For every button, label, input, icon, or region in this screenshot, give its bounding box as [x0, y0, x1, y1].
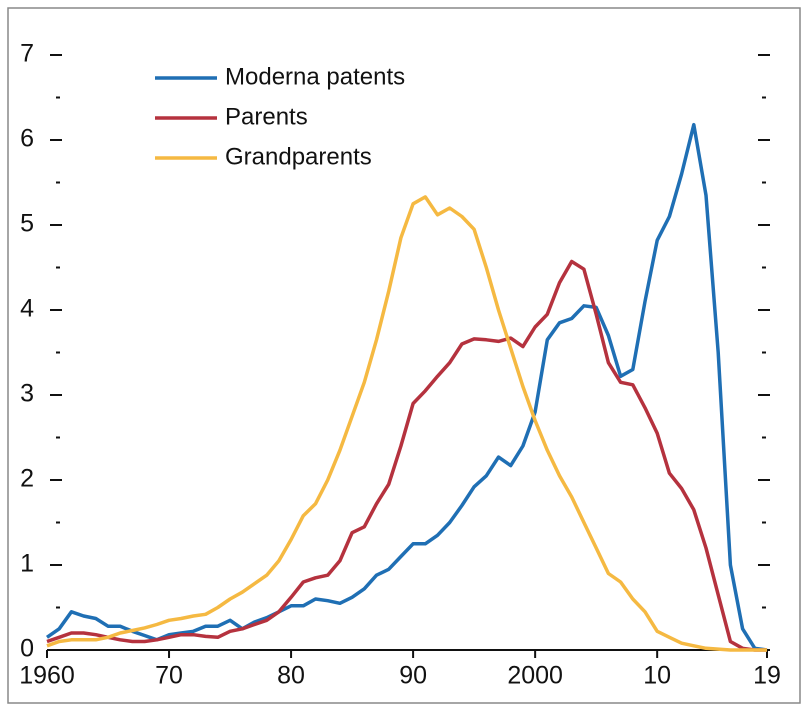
series-line	[45, 122, 768, 652]
series-line	[46, 259, 767, 652]
y-tick-label: 5	[20, 210, 34, 238]
x-tick-label: 10	[643, 662, 671, 690]
y-tick-label: 6	[20, 125, 34, 153]
x-tick-label: 1960	[19, 662, 75, 690]
y-tick-label: 2	[20, 465, 34, 493]
y-tick-label: 7	[20, 40, 34, 68]
x-tick-label: 90	[399, 662, 427, 690]
x-tick-label: 70	[155, 662, 183, 690]
y-tick-label: 4	[20, 295, 34, 323]
legend-label: Grandparents	[225, 143, 372, 170]
x-tick-label: 19	[753, 662, 781, 690]
series-line	[46, 195, 767, 652]
frame	[7, 7, 801, 704]
legend-label: Parents	[225, 103, 308, 130]
x-tick-label: 80	[277, 662, 305, 690]
x-tick-label: 2000	[507, 662, 563, 690]
legend-label: Moderna patents	[225, 63, 405, 90]
y-tick-label: 1	[20, 550, 34, 578]
y-tick-label: 0	[20, 635, 34, 663]
y-tick-label: 3	[20, 380, 34, 408]
